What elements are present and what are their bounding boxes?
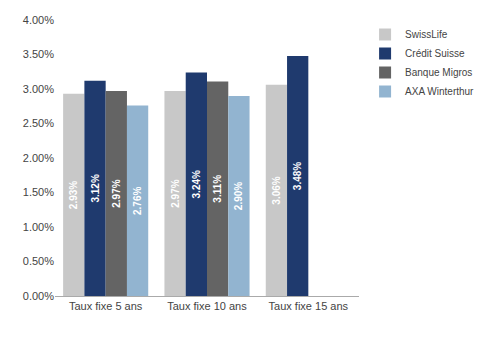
svg-text:3.12%: 3.12% [90,174,101,202]
svg-text:Taux fixe 15 ans: Taux fixe 15 ans [269,300,349,312]
svg-text:3.24%: 3.24% [191,170,202,198]
svg-text:Crédit Suisse: Crédit Suisse [405,48,465,59]
svg-text:3.50%: 3.50% [23,48,54,60]
svg-text:Taux fixe 10 ans: Taux fixe 10 ans [167,300,247,312]
svg-text:1.50%: 1.50% [23,186,54,198]
svg-text:2.90%: 2.90% [233,182,244,210]
svg-text:Taux fixe 5 ans: Taux fixe 5 ans [69,300,143,312]
svg-text:0.50%: 0.50% [23,255,54,267]
svg-text:4.00%: 4.00% [23,14,54,26]
svg-text:3.00%: 3.00% [23,83,54,95]
svg-text:3.06%: 3.06% [271,176,282,204]
svg-text:3.48%: 3.48% [292,162,303,190]
svg-text:Banque Migros: Banque Migros [405,67,472,78]
svg-text:2.76%: 2.76% [132,187,143,215]
svg-text:2.93%: 2.93% [68,181,79,209]
svg-text:2.97%: 2.97% [111,179,122,207]
svg-text:2.97%: 2.97% [170,179,181,207]
svg-text:SwissLife: SwissLife [405,29,448,40]
svg-text:0.00%: 0.00% [23,290,54,302]
svg-text:3.11%: 3.11% [212,175,223,203]
svg-text:1.00%: 1.00% [23,221,54,233]
svg-text:2.50%: 2.50% [23,117,54,129]
svg-text:AXA Winterthur: AXA Winterthur [405,86,474,97]
svg-text:2.00%: 2.00% [23,152,54,164]
